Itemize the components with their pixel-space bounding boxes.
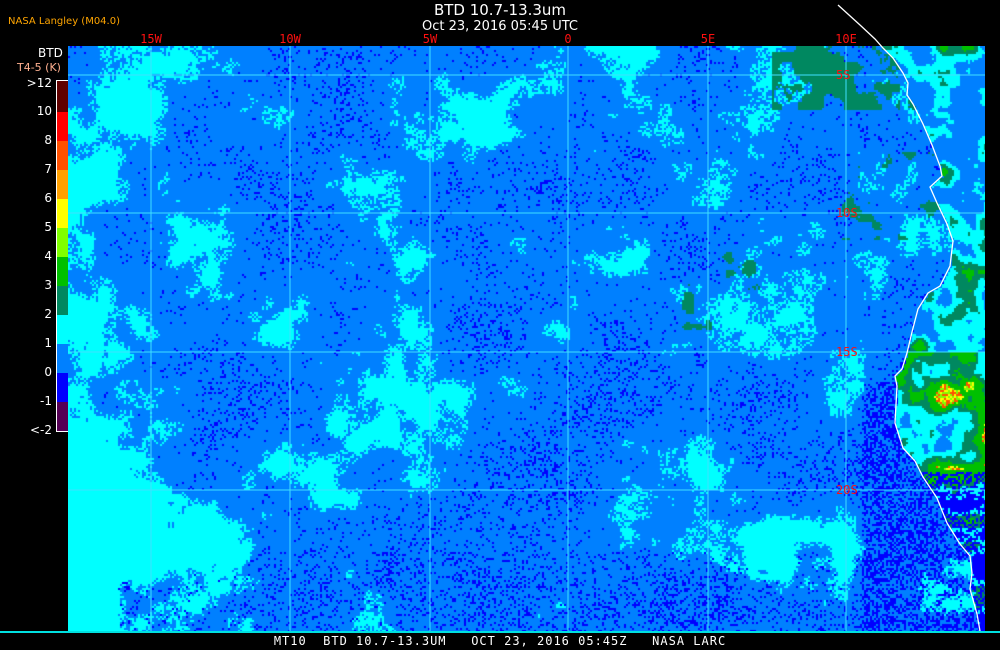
coastline	[837, 4, 983, 650]
footer-text: MT10 BTD 10.7-13.3UM OCT 23, 2016 05:45Z…	[273, 634, 727, 648]
credit-label: NASA Langley (M04.0)	[8, 16, 120, 27]
satellite-imagery	[68, 46, 985, 631]
colorbar-label: 3	[44, 278, 52, 292]
colorbar-label: 8	[44, 133, 52, 147]
colorbar-labels: >12 10 8 7 6 5 4 3 2 1 0 -1 <-2	[0, 0, 52, 440]
colorbar-label: -1	[40, 394, 52, 408]
colorbar-label: 2	[44, 307, 52, 321]
colorbar-label: 5	[44, 220, 52, 234]
colorbar-label: 7	[44, 162, 52, 176]
latitude-label: 10S	[836, 206, 858, 220]
longitude-label: 10E	[835, 32, 857, 46]
longitude-label: 5W	[422, 32, 438, 46]
longitude-label: 10W	[279, 32, 301, 46]
colorbar-units: T4-5 (K)	[17, 61, 61, 74]
colorbar-label: 10	[36, 104, 52, 118]
longitude-label: 0	[564, 32, 572, 46]
colorbar-label: 4	[44, 249, 52, 263]
longitude-label: 5E	[700, 32, 716, 46]
latitude-label: 5S	[836, 68, 851, 82]
image-timestamp: Oct 23, 2016 05:45 UTC	[422, 19, 578, 34]
colorbar-label: 0	[44, 365, 52, 379]
colorbar-label: 1	[44, 336, 52, 350]
image-title: BTD 10.7-13.3um	[433, 1, 567, 19]
colorbar-label: >12	[26, 76, 52, 90]
colorbar-title: BTD	[38, 46, 63, 60]
colorbar-label: <-2	[29, 423, 52, 437]
latitude-label: 20S	[836, 483, 858, 497]
latitude-label: 15S	[836, 345, 858, 359]
longitude-label: 15W	[140, 32, 162, 46]
footer-bar	[0, 631, 1000, 650]
colorbar-label: 6	[44, 191, 52, 205]
